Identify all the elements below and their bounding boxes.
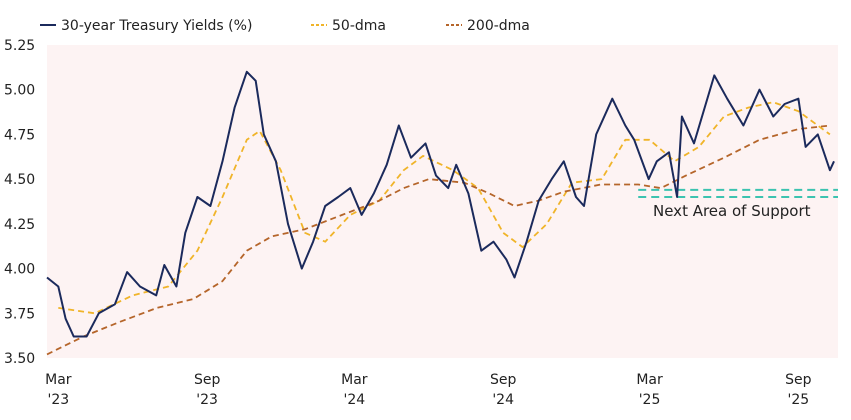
y-tick-label: 4.25 xyxy=(4,217,35,233)
y-tick-label: 4.00 xyxy=(4,262,35,278)
x-tick-label: Sep xyxy=(490,372,517,388)
x-tick-label: Mar xyxy=(45,372,72,388)
y-tick-label: 5.25 xyxy=(4,38,35,54)
x-tick-year-label: '23 xyxy=(196,392,218,408)
y-tick-label: 4.75 xyxy=(4,127,35,143)
x-tick-label: Mar xyxy=(341,372,368,388)
series-lines xyxy=(46,70,835,356)
y-tick-label: 4.50 xyxy=(4,172,35,188)
y-tick-label: 5.00 xyxy=(4,83,35,99)
legend-label: 30-year Treasury Yields (%) xyxy=(61,18,252,34)
x-tick-label: Sep xyxy=(785,372,812,388)
series-line-50-dma xyxy=(58,101,831,315)
x-tick-year-label: '24 xyxy=(492,392,514,408)
y-axis: 3.50 3.75 4.00 4.25 4.50 4.75 5.00 5.25 xyxy=(4,38,35,367)
x-tick-label: Sep xyxy=(194,372,221,388)
x-axis: Mar '23 Sep '23 Mar '24 Sep '24 Mar '25 Sep '25 xyxy=(45,372,812,408)
support-annotation: Next Area of Support xyxy=(638,188,838,220)
x-tick-year-label: '24 xyxy=(344,392,366,408)
x-tick-year-label: '25 xyxy=(639,392,661,408)
x-tick-year-label: '25 xyxy=(788,392,810,408)
legend-label: 50-dma xyxy=(332,18,386,34)
legend: 30-year Treasury Yields (%) 50-dma 200-dma xyxy=(40,18,530,34)
series-line-30-year-treasury-yields- xyxy=(46,70,835,338)
series-line-200-dma xyxy=(46,124,831,356)
x-tick-year-label: '23 xyxy=(47,392,69,408)
y-tick-label: 3.50 xyxy=(4,351,35,367)
y-tick-label: 3.75 xyxy=(4,306,35,322)
legend-label: 200-dma xyxy=(467,18,530,34)
x-tick-label: Mar xyxy=(636,372,663,388)
support-annotation-label: Next Area of Support xyxy=(653,202,811,220)
plot-background xyxy=(47,45,838,358)
